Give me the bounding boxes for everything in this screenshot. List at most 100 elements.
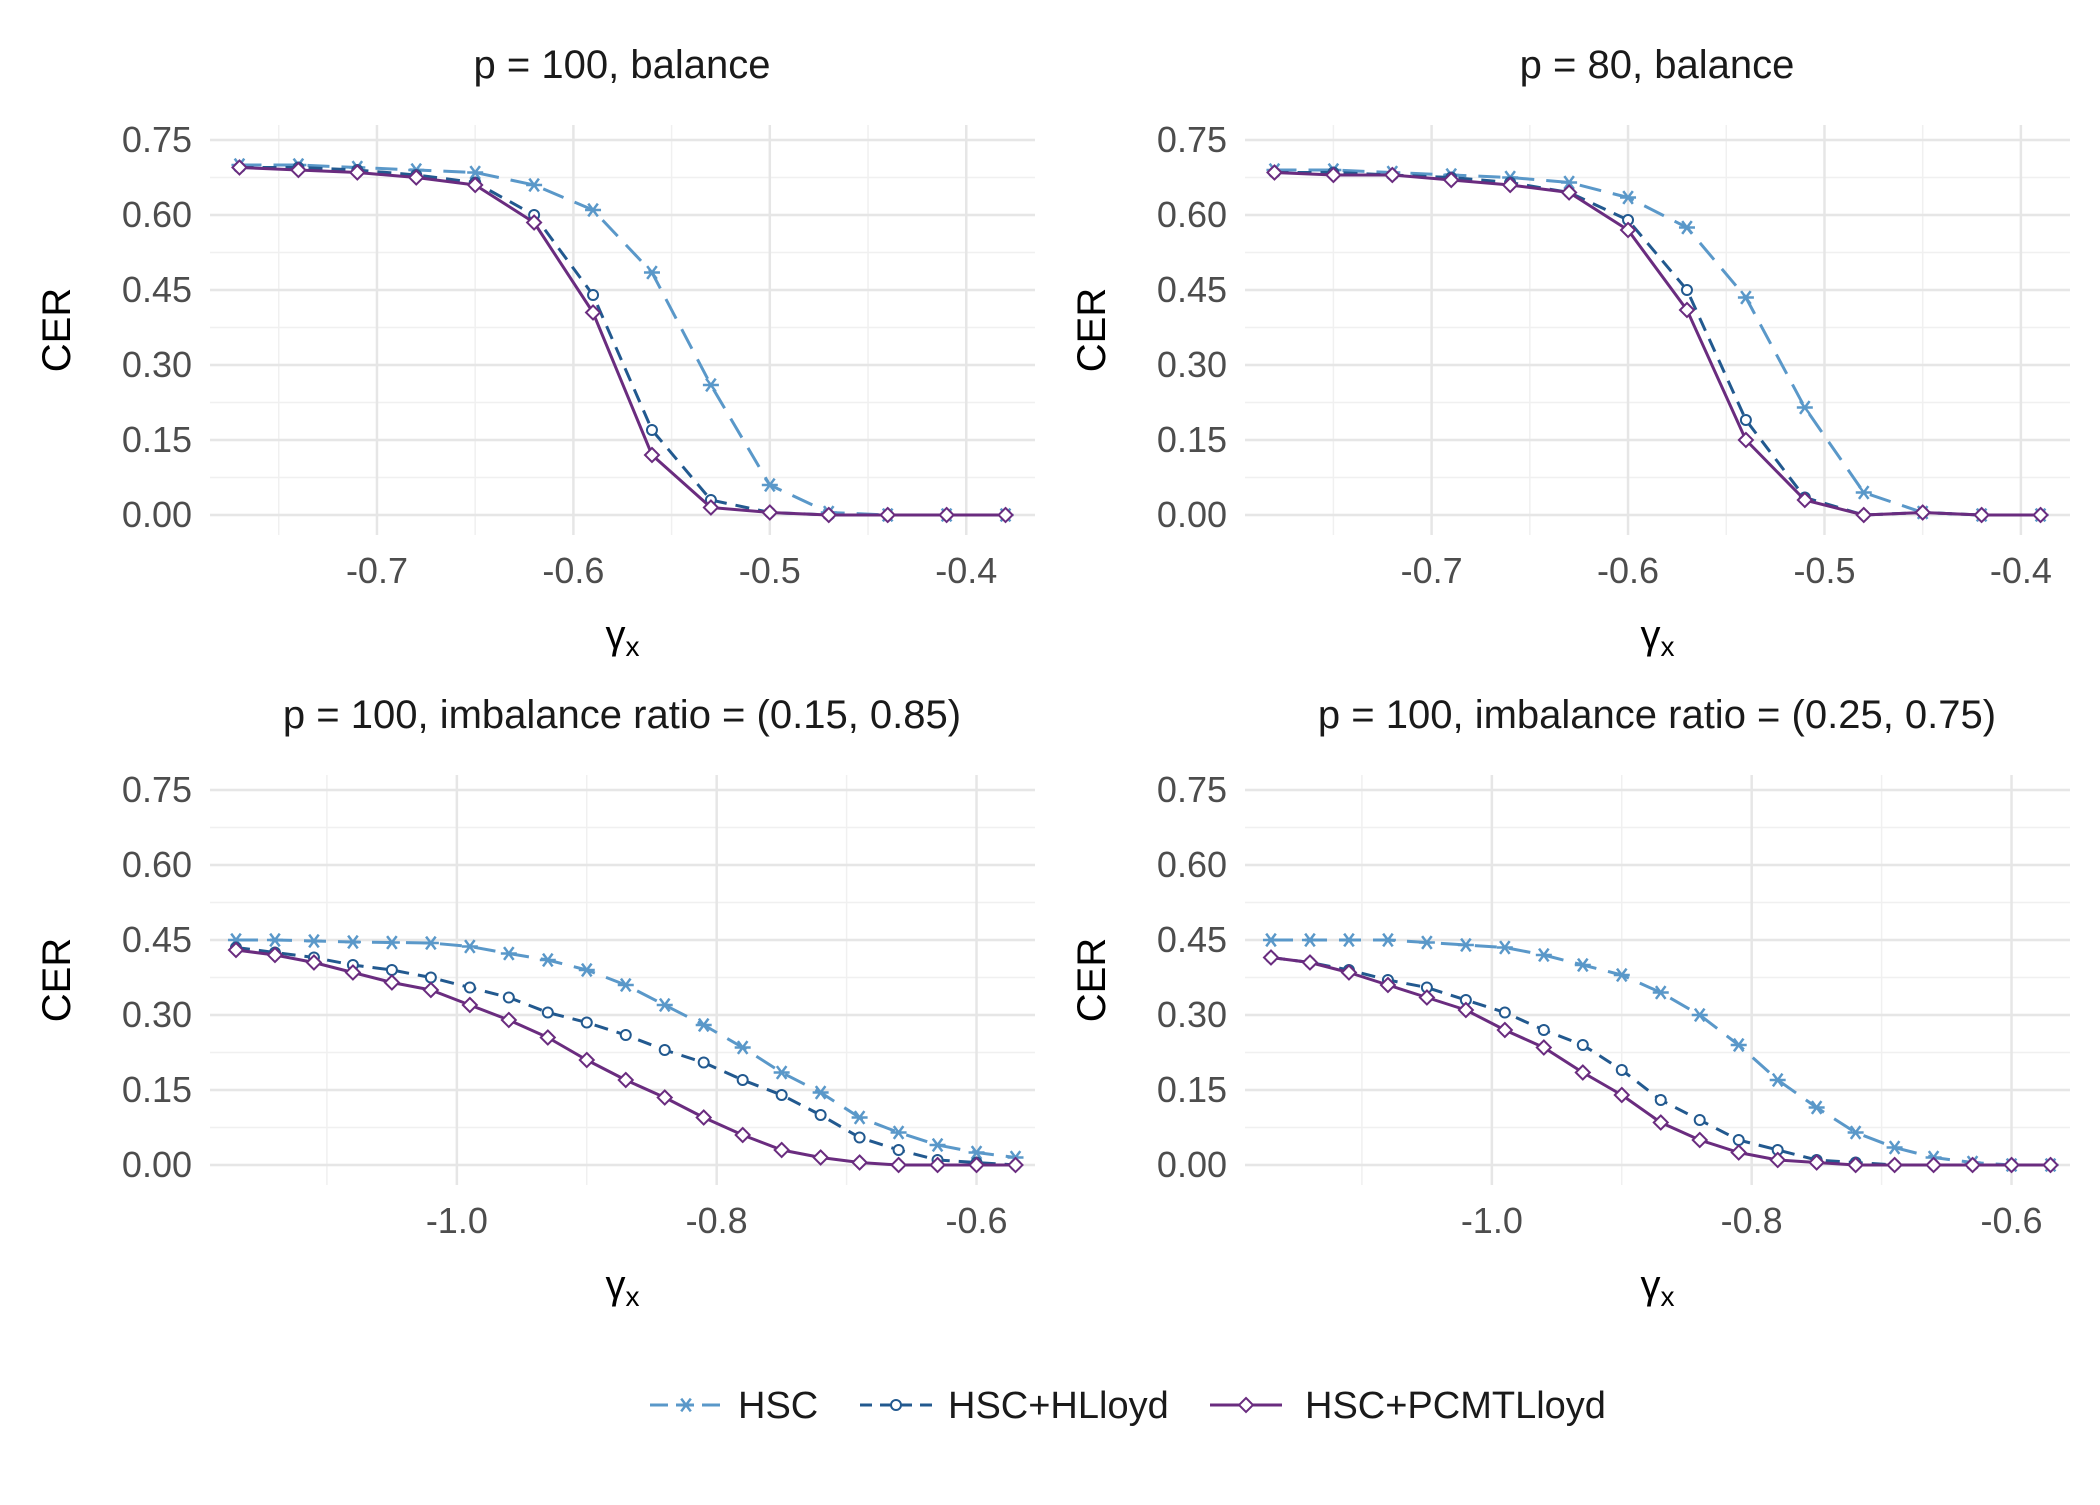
data-point — [1340, 932, 1357, 948]
series-line — [239, 163, 1006, 517]
data-point — [702, 499, 720, 516]
legend-item: HSC+PCMTLloyd — [1210, 1385, 1606, 1427]
x-tick-label: -0.8 — [1721, 1200, 1783, 1241]
data-point — [1501, 176, 1519, 194]
data-point — [1678, 301, 1696, 319]
data-point — [541, 1006, 554, 1019]
data-point — [1007, 1156, 1024, 1174]
x-axis-symbol: γ — [606, 613, 626, 657]
panel-3: 0.00 0.15 0.30 0.45 0.60 0.75 -1.0 -0.8 -0.6 p = … — [35, 693, 1035, 1312]
data-point — [344, 934, 361, 950]
panel-title: p = 100, imbalance ratio = (0.15, 0.85) — [283, 693, 961, 737]
x-tick-label: -0.6 — [1981, 1200, 2043, 1241]
data-point — [526, 177, 543, 193]
data-point — [695, 1109, 713, 1126]
y-axis-title: CER — [35, 938, 79, 1022]
data-point — [385, 964, 398, 976]
data-point — [643, 265, 660, 280]
data-point — [578, 962, 595, 978]
series-hsc — [227, 932, 1024, 1165]
data-point — [1576, 1039, 1589, 1051]
data-point — [1808, 1100, 1825, 1115]
data-point — [1457, 1001, 1475, 1019]
data-point — [1691, 1131, 1709, 1149]
data-point — [2042, 1156, 2059, 1174]
data-point — [890, 1156, 907, 1174]
x-axis-symbol: γ — [606, 1263, 626, 1307]
data-point — [1613, 1086, 1631, 1104]
y-tick-label: 0.00 — [122, 494, 192, 535]
data-point — [1808, 1154, 1826, 1171]
data-point — [1855, 506, 1873, 524]
data-point — [1615, 1064, 1628, 1076]
legend-label: HSC — [738, 1385, 818, 1427]
data-point — [645, 424, 658, 436]
data-point — [1925, 1156, 1942, 1174]
data-point — [1301, 932, 1318, 948]
series-hsc — [1262, 932, 2059, 1173]
data-point — [997, 506, 1014, 524]
legend-item: HSC+HLloyd — [860, 1385, 1169, 1427]
data-point — [1383, 166, 1401, 184]
data-point — [305, 954, 323, 971]
panel-title: p = 100, balance — [474, 43, 771, 87]
data-point — [466, 176, 484, 194]
data-point — [1739, 414, 1752, 426]
data-point — [407, 169, 425, 186]
y-axis-title: CER — [1070, 938, 1114, 1022]
data-point — [585, 202, 602, 218]
data-point — [656, 1089, 674, 1106]
data-point — [929, 1156, 946, 1174]
y-tick-label: 0.45 — [122, 269, 192, 310]
x-tick-label: -0.7 — [346, 550, 408, 591]
data-point — [1964, 1156, 1981, 1174]
data-point — [773, 1141, 791, 1159]
data-point — [1652, 985, 1669, 1000]
data-point — [461, 939, 478, 954]
series-hsc-pcmtlloyd — [231, 159, 1014, 524]
y-tick-label: 0.15 — [1157, 1069, 1227, 1110]
data-point — [344, 964, 362, 981]
y-tick-label: 0.15 — [122, 419, 192, 460]
x-tick-label: -0.7 — [1401, 550, 1463, 591]
data-point — [890, 1125, 907, 1140]
data-point — [1535, 1039, 1553, 1056]
panels: 0.00 0.15 0.30 0.45 0.60 0.75 -0.7 -0.6 -0.5 -0.4… — [35, 43, 2070, 1312]
data-point — [1613, 967, 1630, 983]
data-point — [467, 165, 484, 180]
data-point — [761, 477, 778, 493]
data-point — [1730, 1037, 1747, 1053]
legend-marker — [890, 1399, 902, 1411]
panel-title: p = 80, balance — [1520, 43, 1795, 87]
data-point — [424, 971, 437, 984]
data-point — [422, 935, 439, 951]
x-tick-label: -0.6 — [946, 1200, 1008, 1241]
x-axis-title: γx — [606, 613, 640, 662]
data-point — [1886, 1140, 1903, 1155]
y-tick-label: 0.30 — [122, 994, 192, 1035]
x-tick-label: -0.6 — [542, 550, 604, 591]
data-point — [539, 1029, 557, 1046]
panel-title: p = 100, imbalance ratio = (0.25, 0.75) — [1318, 693, 1996, 737]
data-point — [289, 161, 307, 179]
data-point — [1680, 284, 1693, 296]
y-tick-label: 0.75 — [122, 769, 192, 810]
gridlines — [210, 125, 1035, 535]
series-hsc — [231, 157, 1014, 523]
data-point — [1847, 1125, 1864, 1140]
data-point — [853, 1131, 866, 1144]
data-point — [587, 289, 600, 301]
data-point — [1496, 1021, 1514, 1039]
data-point — [968, 1156, 985, 1174]
data-point — [1379, 976, 1397, 994]
data-point — [463, 981, 476, 994]
legend-label: HSC+PCMTLloyd — [1305, 1385, 1606, 1427]
panel-4: 0.00 0.15 0.30 0.45 0.60 0.75 -1.0 -0.8 -0.6 p = … — [1070, 693, 2070, 1312]
data-point — [1537, 1024, 1550, 1036]
data-point — [1855, 485, 1872, 500]
data-point — [1498, 1006, 1511, 1019]
legend-marker — [678, 1397, 694, 1413]
series-hsc-hlloyd — [1268, 166, 2047, 521]
data-point — [1973, 506, 1991, 524]
